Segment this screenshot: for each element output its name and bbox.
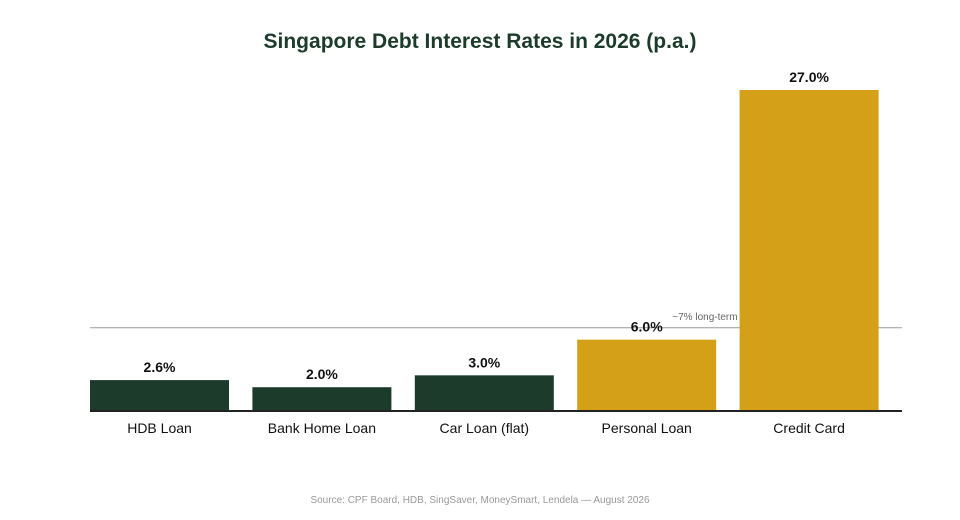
- bar-value-label: 3.0%: [468, 354, 500, 370]
- bar-value-label: 2.0%: [306, 366, 338, 382]
- x-tick-label: Bank Home Loan: [268, 420, 376, 436]
- chart-title: Singapore Debt Interest Rates in 2026 (p…: [264, 30, 697, 53]
- reference-line-label: ~7% long-term: [672, 312, 737, 323]
- bar: [577, 339, 717, 411]
- bar: [414, 375, 554, 411]
- bar-value-label: 27.0%: [789, 69, 829, 85]
- bar: [252, 387, 392, 411]
- source-note: Source: CPF Board, HDB, SingSaver, Money…: [310, 495, 650, 506]
- bar: [739, 90, 879, 411]
- x-tick-label: Credit Card: [773, 420, 845, 436]
- x-tick-label: Car Loan (flat): [440, 420, 529, 436]
- bars-group: [90, 90, 879, 411]
- bar-value-label: 2.6%: [144, 359, 176, 375]
- bar: [90, 380, 229, 411]
- x-tick-label: Personal Loan: [602, 420, 692, 436]
- bar-value-label: 6.0%: [631, 319, 663, 335]
- x-tick-label: HDB Loan: [127, 420, 192, 436]
- labels-group: 2.6% HDB Loan 2.0% Bank Home Loan 3.0% Car Lo…: [127, 69, 845, 436]
